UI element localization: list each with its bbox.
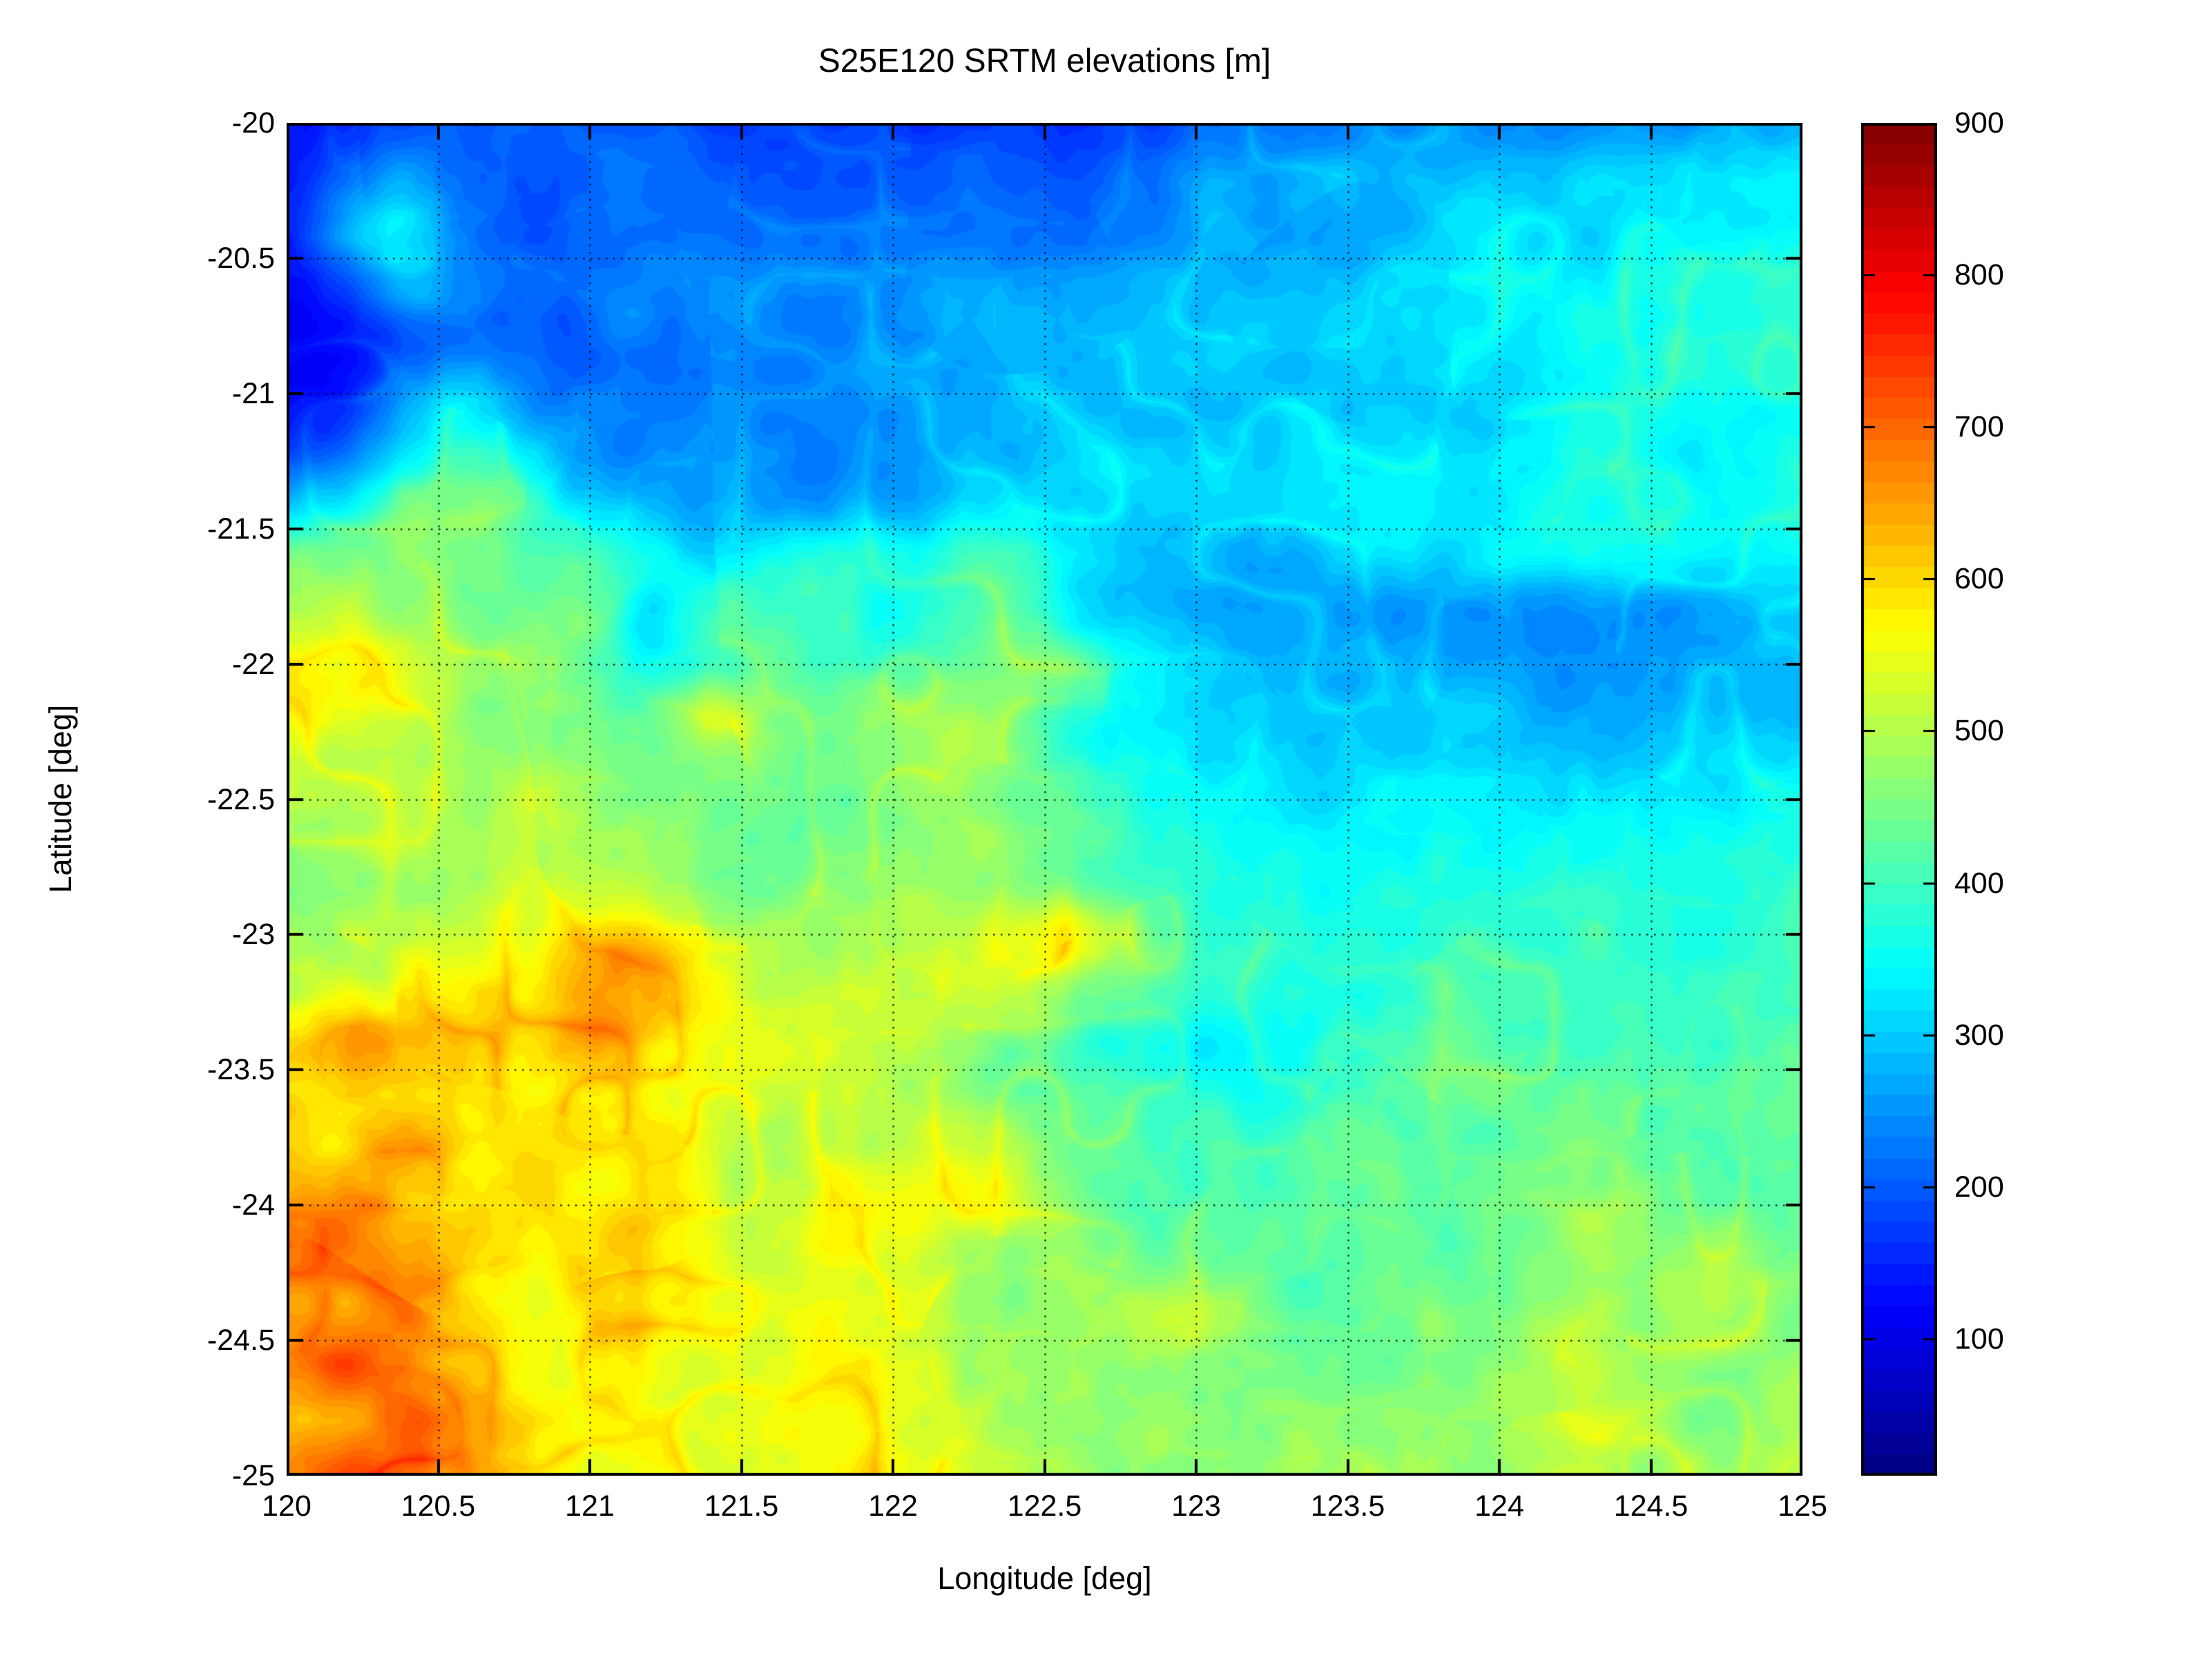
x-tick-label: 121.5	[704, 1490, 779, 1523]
x-tick-label: 121	[565, 1490, 615, 1523]
x-tick-label: 123.5	[1310, 1490, 1385, 1523]
y-tick-label: -20	[231, 106, 275, 139]
x-tick-label: 122.5	[1007, 1490, 1082, 1523]
y-tick-label: -24.5	[206, 1324, 275, 1358]
y-tick-label: -25	[231, 1459, 275, 1492]
colorbar-tick-label: 700	[1954, 410, 2004, 444]
y-tick-label: -20.5	[206, 241, 275, 275]
y-tick-label: -22	[231, 647, 275, 681]
y-tick-label: -21	[231, 376, 275, 410]
y-axis-label: Latitude [deg]	[43, 704, 78, 894]
y-tick-label: -22.5	[206, 782, 275, 816]
x-tick-label: 120.5	[401, 1490, 476, 1523]
colorbar-tick-label: 900	[1954, 106, 2004, 139]
y-tick-label: -23.5	[206, 1053, 275, 1087]
y-tick-label: -21.5	[206, 512, 275, 546]
colorbar-tick-label: 800	[1954, 258, 2004, 292]
colorbar-tick-label: 100	[1954, 1322, 2004, 1356]
plot-title: S25E120 SRTM elevations [m]	[818, 43, 1271, 79]
x-tick-label: 123	[1171, 1490, 1221, 1523]
y-tick-label: -24	[231, 1188, 275, 1222]
colorbar-tick-label: 500	[1954, 714, 2004, 748]
colorbar-tick-label: 600	[1954, 562, 2004, 596]
colorbar-tick-label: 400	[1954, 866, 2004, 900]
colorbar-tick-label: 300	[1954, 1018, 2004, 1052]
x-tick-label: 125	[1778, 1490, 1827, 1523]
x-tick-label: 122	[868, 1490, 918, 1523]
colorbar	[1861, 123, 1937, 1476]
x-tick-label: 124.5	[1613, 1490, 1689, 1523]
y-tick-label: -23	[231, 918, 275, 952]
x-tick-label: 120	[262, 1490, 311, 1523]
colorbar-tick-label: 200	[1954, 1170, 2004, 1204]
x-axis-label: Longitude [deg]	[937, 1561, 1152, 1596]
elevation-heatmap	[287, 123, 1802, 1476]
x-tick-label: 124	[1474, 1490, 1524, 1523]
